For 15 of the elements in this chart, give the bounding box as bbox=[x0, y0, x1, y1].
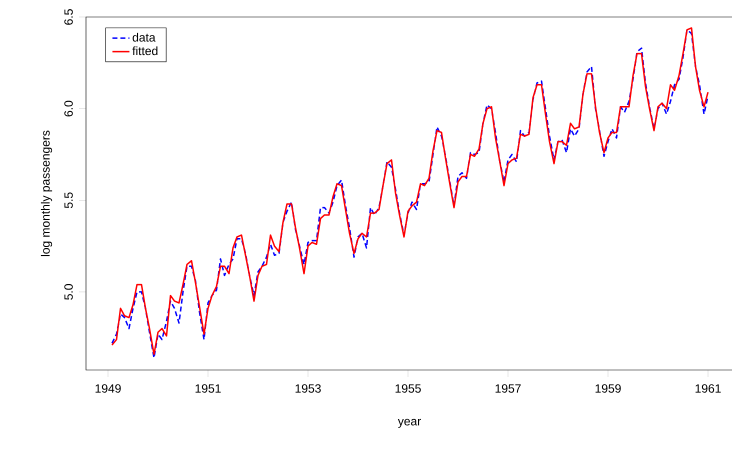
y-tick-label: 6.0 bbox=[64, 100, 73, 116]
y-tick-label: 5.5 bbox=[64, 192, 73, 208]
x-tick-label: 1957 bbox=[496, 384, 521, 393]
x-tick-label: 1959 bbox=[596, 384, 621, 393]
x-tick-label: 1949 bbox=[96, 384, 121, 393]
x-tick-label: 1955 bbox=[396, 384, 421, 393]
x-tick-label: 1953 bbox=[296, 384, 321, 393]
y-axis-title: log monthly passengers bbox=[40, 130, 52, 256]
x-tick-label: 1961 bbox=[696, 384, 721, 393]
x-tick-label: 1951 bbox=[196, 384, 221, 393]
y-tick-label: 5.0 bbox=[64, 284, 73, 300]
y-tick-label: 6.5 bbox=[64, 9, 73, 25]
legend-label: data bbox=[132, 32, 156, 42]
legend-label: fitted bbox=[132, 46, 158, 56]
x-axis-title: year bbox=[398, 418, 421, 428]
